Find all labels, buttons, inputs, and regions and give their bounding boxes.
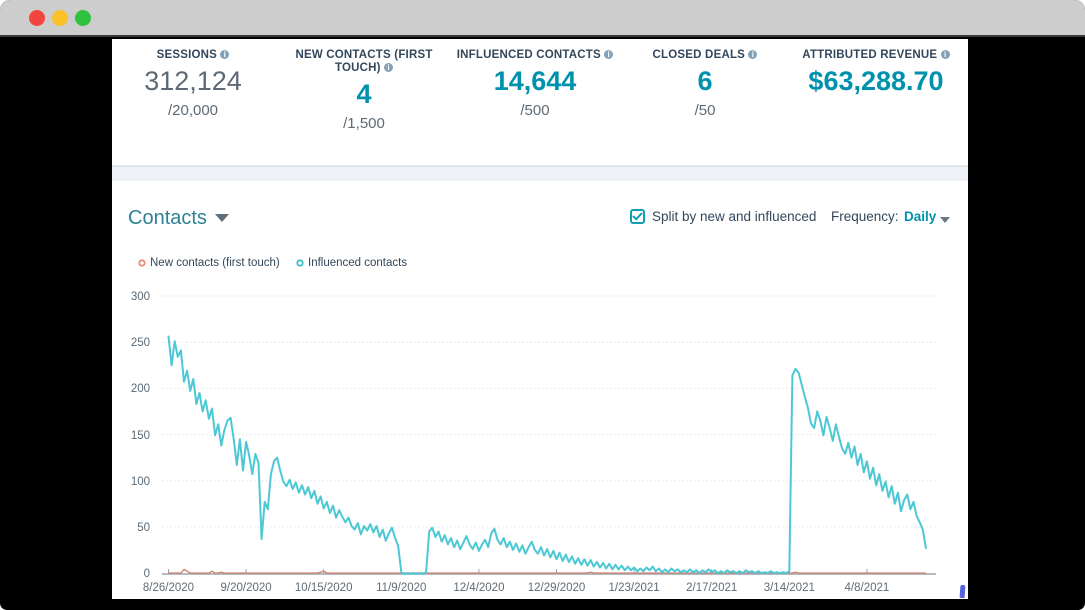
svg-text:300: 300 xyxy=(131,291,150,303)
svg-text:9/20/2020: 9/20/2020 xyxy=(221,582,272,594)
svg-text:2/17/2021: 2/17/2021 xyxy=(686,582,737,594)
svg-text:250: 250 xyxy=(131,337,150,349)
svg-text:0: 0 xyxy=(144,568,150,580)
svg-text:200: 200 xyxy=(131,383,150,395)
svg-text:3/14/2021: 3/14/2021 xyxy=(764,582,815,594)
svg-text:100: 100 xyxy=(131,476,150,488)
svg-text:11/9/2020: 11/9/2020 xyxy=(376,582,426,594)
svg-text:10/15/2020: 10/15/2020 xyxy=(295,582,353,594)
svg-text:1/23/2021: 1/23/2021 xyxy=(609,582,660,594)
svg-text:8/26/2020: 8/26/2020 xyxy=(143,582,194,594)
svg-text:4/8/2021: 4/8/2021 xyxy=(845,582,890,594)
svg-text:150: 150 xyxy=(131,430,150,442)
svg-text:12/4/2020: 12/4/2020 xyxy=(453,582,504,594)
svg-text:12/29/2020: 12/29/2020 xyxy=(528,582,586,594)
svg-text:50: 50 xyxy=(137,522,150,534)
